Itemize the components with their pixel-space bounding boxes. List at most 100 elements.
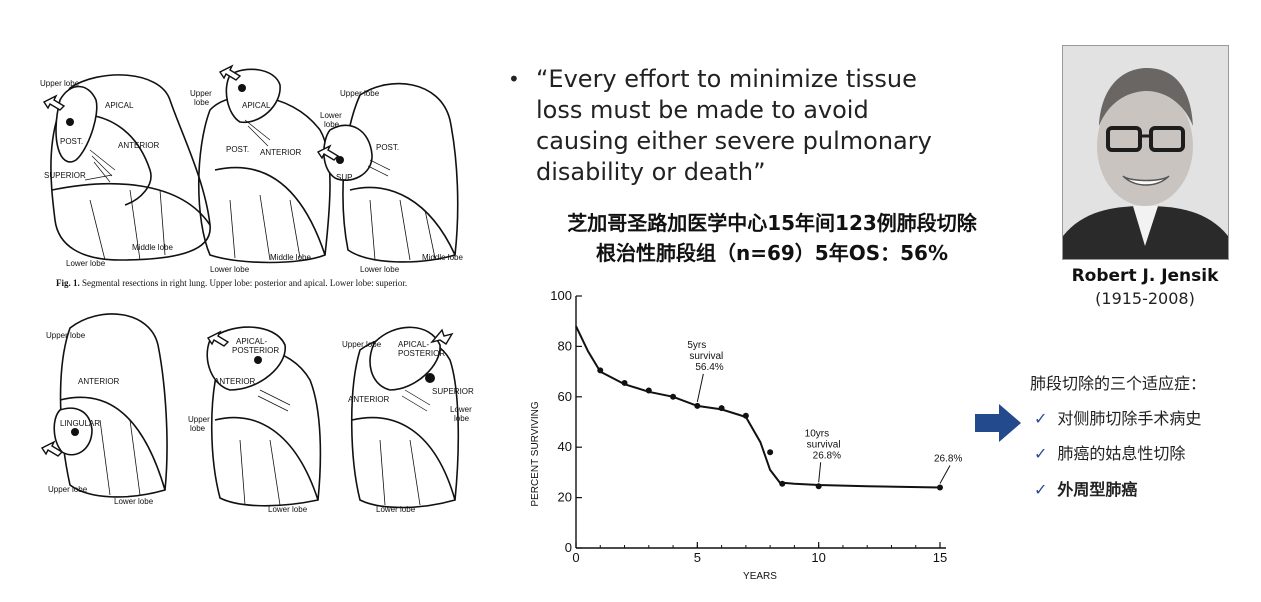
annotation-label: survival [807, 439, 841, 450]
data-point [767, 449, 774, 456]
label-middle-lobe-1: Middle lobe [132, 243, 173, 252]
portrait-years: (1915-2008) [1095, 289, 1195, 308]
label-post-1: POST. [60, 137, 83, 146]
quote-text: “Every effort to minimize tissue loss mu… [536, 64, 996, 188]
survival-points [597, 367, 943, 491]
annotation-label: 10yrs [805, 428, 829, 439]
survival-chart: 0 20 40 60 80 100 0 5 10 15 5yrs survival 56.4% 10yr… [520, 284, 990, 593]
caption-label: Fig. 1. [56, 278, 80, 288]
label-lower-lobe-6: Lower lobe [376, 505, 416, 514]
check-icon: ✓ [1034, 480, 1048, 499]
label-superior-6: SUPERIOR [432, 387, 474, 396]
label-lower-lobe-2: Lower lobe [210, 265, 250, 274]
label-apical-dash-6: APICAL- [398, 340, 429, 349]
x-tick-label: 0 [572, 550, 579, 565]
data-point [694, 402, 701, 409]
label-apical-1: APICAL [105, 101, 134, 110]
chart-ticks: 0 20 40 60 80 100 0 5 10 15 [550, 288, 947, 565]
label-lower-lobe-4: Lower lobe [114, 497, 154, 506]
label-anterior-2: ANTERIOR [260, 148, 302, 157]
label-post-3: POST. [376, 143, 399, 152]
label-lingular-4: LINGULAR [60, 419, 100, 428]
annotation-label: 5yrs [687, 340, 706, 351]
label-lobe-3: lobe [324, 120, 340, 129]
check-icon: ✓ [1034, 444, 1048, 463]
y-axis-label: PERCENT SURVIVING [530, 401, 541, 506]
label-lobe-6: lobe [454, 414, 470, 423]
label-anterior-6: ANTERIOR [348, 395, 390, 404]
label-upper-lobe-1: Upper lobe [40, 79, 80, 88]
chart-axes [575, 296, 946, 549]
data-point [937, 484, 943, 491]
annotation-label: 26.8% [813, 450, 841, 461]
data-point [742, 412, 749, 419]
caption-text: Segmental resections in right lung. Uppe… [79, 278, 408, 288]
label-anterior-5: ANTERIOR [214, 377, 256, 386]
y-tick-label: 20 [558, 490, 572, 505]
label-posterior-5: POSTERIOR [232, 346, 279, 355]
figure-caption: Fig. 1. Segmental resections in right lu… [56, 278, 476, 289]
quote-line-3: causing either severe pulmonary [536, 127, 932, 155]
label-upper-lobe-6: Upper lobe [342, 340, 382, 349]
x-tick-label: 5 [694, 550, 701, 565]
data-point [779, 480, 786, 487]
stat-line-2: 根治性肺段组（n=69）5年OS：56% [595, 241, 949, 265]
y-tick-label: 80 [558, 338, 572, 353]
segmental-resection-figure: Upper lobe APICAL POST. ANTERIOR SUPERIO… [30, 60, 480, 524]
portrait-illustration [1063, 46, 1228, 259]
label-lower-lobe-1: Lower lobe [66, 259, 106, 268]
label-middle-lobe-2: Middle lobe [270, 253, 311, 262]
indication-text-2: 肺癌的姑息性切除 [1057, 444, 1186, 463]
label-anterior-1: ANTERIOR [118, 141, 160, 150]
label-lower-6: Lower [450, 405, 472, 414]
label-apical-2: APICAL [242, 101, 271, 110]
label-lobe-2: lobe [194, 98, 210, 107]
label-upper-lobe-4: Upper lobe [46, 331, 86, 340]
indication-item-3: ✓ 外周型肺癌 [1034, 476, 1137, 500]
quote-bullet: • [508, 67, 520, 91]
label-lobe-5: lobe [190, 424, 206, 433]
x-tick-label: 15 [933, 550, 947, 565]
annotation-label: survival [689, 351, 723, 362]
stat-line-1: 芝加哥圣路加医学中心15年间123例肺段切除 [567, 211, 977, 235]
data-point [621, 379, 628, 386]
label-upper-5: Upper [188, 415, 210, 424]
x-axis-label: YEARS [743, 571, 777, 582]
indication-text-1: 对侧肺切除手术病史 [1057, 409, 1202, 428]
label-posterior-6: POSTERIOR [398, 349, 445, 358]
label-lower-lobe-5: Lower lobe [268, 505, 308, 514]
x-tick-label: 10 [811, 550, 825, 565]
arrow-shape [975, 404, 1021, 442]
label-anterior-4: ANTERIOR [78, 377, 120, 386]
label-superior-1: SUPERIOR [44, 171, 86, 180]
label-apical-dash-5: APICAL- [236, 337, 267, 346]
indication-item-2: ✓ 肺癌的姑息性切除 [1034, 440, 1185, 464]
data-point [645, 387, 652, 394]
quote-line-4: disability or death” [536, 158, 766, 186]
data-point [718, 405, 725, 412]
portrait-photo [1062, 45, 1229, 260]
annotation-label: 26.8% [934, 454, 962, 465]
y-tick-label: 60 [558, 389, 572, 404]
indications-title: 肺段切除的三个适应症： [1030, 374, 1207, 393]
lung-diagrams-svg: Upper lobe APICAL POST. ANTERIOR SUPERIO… [40, 64, 474, 514]
survival-stat: 芝加哥圣路加医学中心15年间123例肺段切除 根治性肺段组（n=69）5年OS：… [512, 208, 1032, 268]
y-tick-label: 100 [550, 288, 572, 303]
annotation-pointer [939, 465, 951, 484]
portrait-name: Robert J. Jensik [1071, 266, 1219, 286]
annotation-label: 56.4% [695, 362, 723, 373]
annotation-pointer [818, 462, 822, 483]
check-icon: ✓ [1034, 409, 1048, 428]
label-post-2: POST. [226, 145, 249, 154]
data-point [815, 483, 822, 490]
annotation-pointer [696, 373, 704, 402]
label-upper-2: Upper [190, 89, 212, 98]
label-lower-3: Lower [320, 111, 342, 120]
label-middle-lobe-3: Middle lobe [422, 253, 463, 262]
y-tick-label: 40 [558, 439, 572, 454]
indication-item-1: ✓ 对侧肺切除手术病史 [1034, 405, 1201, 429]
survival-curve [575, 325, 941, 489]
label-lower-lobe-3: Lower lobe [360, 265, 400, 274]
